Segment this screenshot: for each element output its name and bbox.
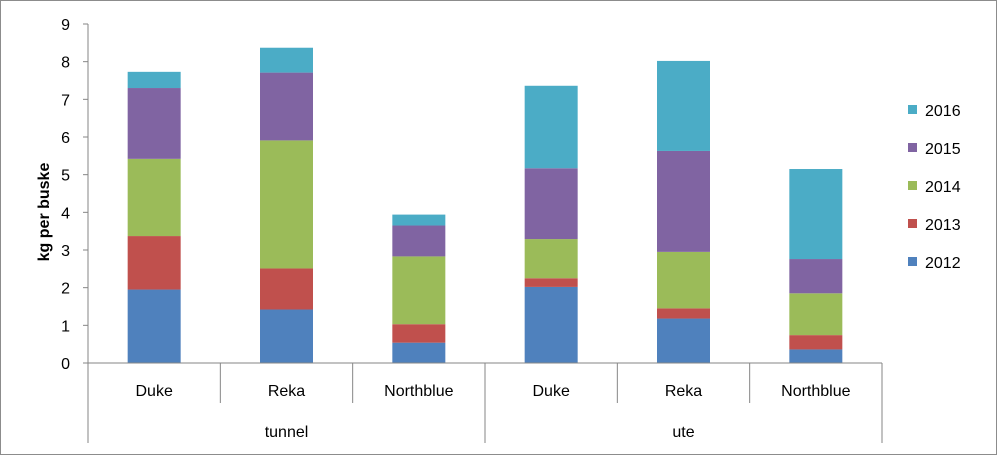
- bar-segment-2016: [524, 85, 578, 169]
- bar-segment-2016: [789, 169, 843, 260]
- bar-segment-2014: [524, 239, 578, 279]
- bar-segment-2012: [127, 289, 181, 363]
- x-category-label: Northblue: [781, 383, 850, 400]
- x-group-label: ute: [672, 424, 694, 441]
- bar-segment-2014: [127, 158, 181, 237]
- bar-segment-2012: [789, 349, 843, 363]
- legend-label-2014: 2014: [925, 179, 961, 196]
- bar-segment-2013: [524, 278, 578, 287]
- bar-segment-2015: [657, 150, 710, 252]
- y-tick-label: 5: [61, 168, 70, 185]
- legend-swatch-2015: [908, 143, 917, 152]
- legend-label-2016: 2016: [925, 103, 961, 120]
- bar-segment-2016: [392, 214, 446, 226]
- x-category-label: Duke: [532, 383, 569, 400]
- bar-segment-2013: [789, 335, 843, 350]
- bar-segment-2013: [127, 236, 181, 290]
- y-tick-label: 9: [61, 17, 70, 34]
- bar-segment-2014: [657, 251, 710, 309]
- y-tick-label: 0: [61, 356, 70, 373]
- y-axis: 0 1 2 3 4 5 6 7 8 9: [61, 17, 89, 373]
- bar-segment-2014: [260, 140, 313, 269]
- bar-segment-2014: [392, 256, 446, 325]
- legend-label-2012: 2012: [925, 255, 961, 272]
- bar-segment-2012: [260, 309, 313, 363]
- bar-segment-2015: [524, 168, 578, 240]
- y-tick-label: 4: [61, 205, 70, 222]
- legend-swatch-2013: [908, 219, 917, 228]
- x-category-label: Reka: [268, 383, 305, 400]
- legend: 2016 2015 2014 2013 2012: [908, 103, 961, 272]
- y-tick-label: 6: [61, 130, 70, 147]
- bar-segment-2012: [392, 342, 446, 363]
- bar-segment-2012: [524, 286, 578, 363]
- legend-label-2013: 2013: [925, 217, 961, 234]
- bar-segment-2015: [260, 72, 313, 141]
- x-category-label: Duke: [135, 383, 172, 400]
- legend-swatch-2012: [908, 257, 917, 266]
- bar-segment-2013: [260, 268, 313, 310]
- bar-segment-2016: [657, 60, 710, 151]
- legend-swatch-2016: [908, 105, 917, 114]
- y-tick-label: 1: [61, 318, 70, 335]
- bar-segment-2015: [392, 225, 446, 257]
- x-category-label: Northblue: [384, 383, 453, 400]
- x-category-label: Reka: [665, 383, 702, 400]
- y-axis-title: kg per buske: [36, 163, 53, 262]
- bar-segment-2016: [127, 71, 181, 89]
- bar-segment-2012: [657, 318, 710, 363]
- bar-segment-2015: [789, 259, 843, 294]
- y-tick-label: 8: [61, 55, 70, 72]
- y-tick-label: 7: [61, 92, 70, 109]
- legend-label-2015: 2015: [925, 141, 961, 158]
- bar-segment-2013: [392, 324, 446, 343]
- bar-segment-2016: [260, 47, 313, 73]
- x-group-label: tunnel: [265, 424, 309, 441]
- legend-swatch-2014: [908, 181, 917, 190]
- y-tick-label: 2: [61, 281, 70, 298]
- x-axis: Duke Reka Northblue Duke Reka Northblue tunnel…: [87, 362, 883, 443]
- bar-segment-2015: [127, 88, 181, 159]
- y-tick-label: 3: [61, 243, 70, 260]
- bars: [127, 47, 843, 363]
- bar-segment-2014: [789, 293, 843, 336]
- bar-segment-2013: [657, 308, 710, 319]
